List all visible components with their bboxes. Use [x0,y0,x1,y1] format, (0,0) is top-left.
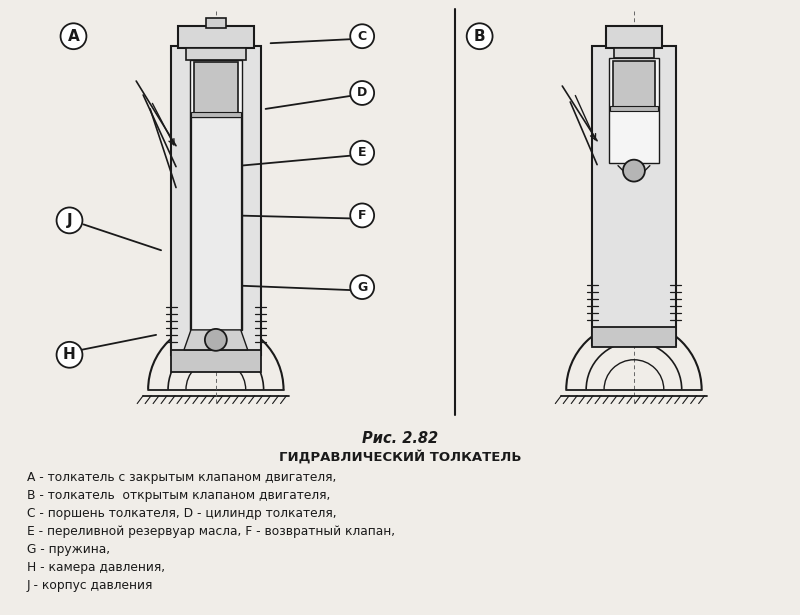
Text: E: E [358,146,366,159]
Text: Рис. 2.82: Рис. 2.82 [362,432,438,446]
Circle shape [350,24,374,48]
Text: H: H [63,347,76,362]
Text: H - камера давления,: H - камера давления, [26,561,165,574]
Bar [190,60,242,330]
Text: B - толкатель  открытым клапаном двигателя,: B - толкатель открытым клапаном двигател… [26,489,330,502]
Bar [191,112,241,117]
Circle shape [350,81,374,105]
Bar [606,26,662,48]
Bar [178,26,254,48]
Bar [592,327,676,347]
Circle shape [350,141,374,165]
Polygon shape [184,330,248,350]
Text: A - толкатель с закрытым клапаном двигателя,: A - толкатель с закрытым клапаном двигат… [26,471,336,484]
Bar [592,46,676,345]
Text: F: F [358,209,366,222]
Text: C: C [358,30,366,42]
Text: ГИДРАВЛИЧЕСКИЙ ТОЛКАТЕЛЬ: ГИДРАВЛИЧЕСКИЙ ТОЛКАТЕЛЬ [278,450,522,463]
Circle shape [205,329,226,351]
Text: J: J [66,213,72,228]
Text: G - пружина,: G - пружина, [26,543,110,556]
Circle shape [350,204,374,228]
Text: C - поршень толкателя, D - цилиндр толкателя,: C - поршень толкателя, D - цилиндр толка… [26,507,336,520]
Bar [609,58,659,162]
Circle shape [466,23,493,49]
Text: D: D [357,87,367,100]
Text: A: A [68,29,79,44]
Text: G: G [357,280,367,293]
Circle shape [350,275,374,299]
Bar [194,62,238,117]
Circle shape [623,160,645,181]
Bar [613,61,655,111]
Bar [206,18,226,28]
Text: B: B [474,29,486,44]
Text: E - переливной резервуар масла, F - возвратный клапан,: E - переливной резервуар масла, F - возв… [26,525,395,538]
Bar [610,106,658,111]
Bar [171,46,261,355]
Bar [171,350,261,371]
Text: J - корпус давления: J - корпус давления [26,579,153,592]
Bar [614,48,654,58]
Circle shape [57,207,82,233]
Circle shape [57,342,82,368]
Bar [191,117,241,330]
Bar [186,48,246,60]
Circle shape [61,23,86,49]
